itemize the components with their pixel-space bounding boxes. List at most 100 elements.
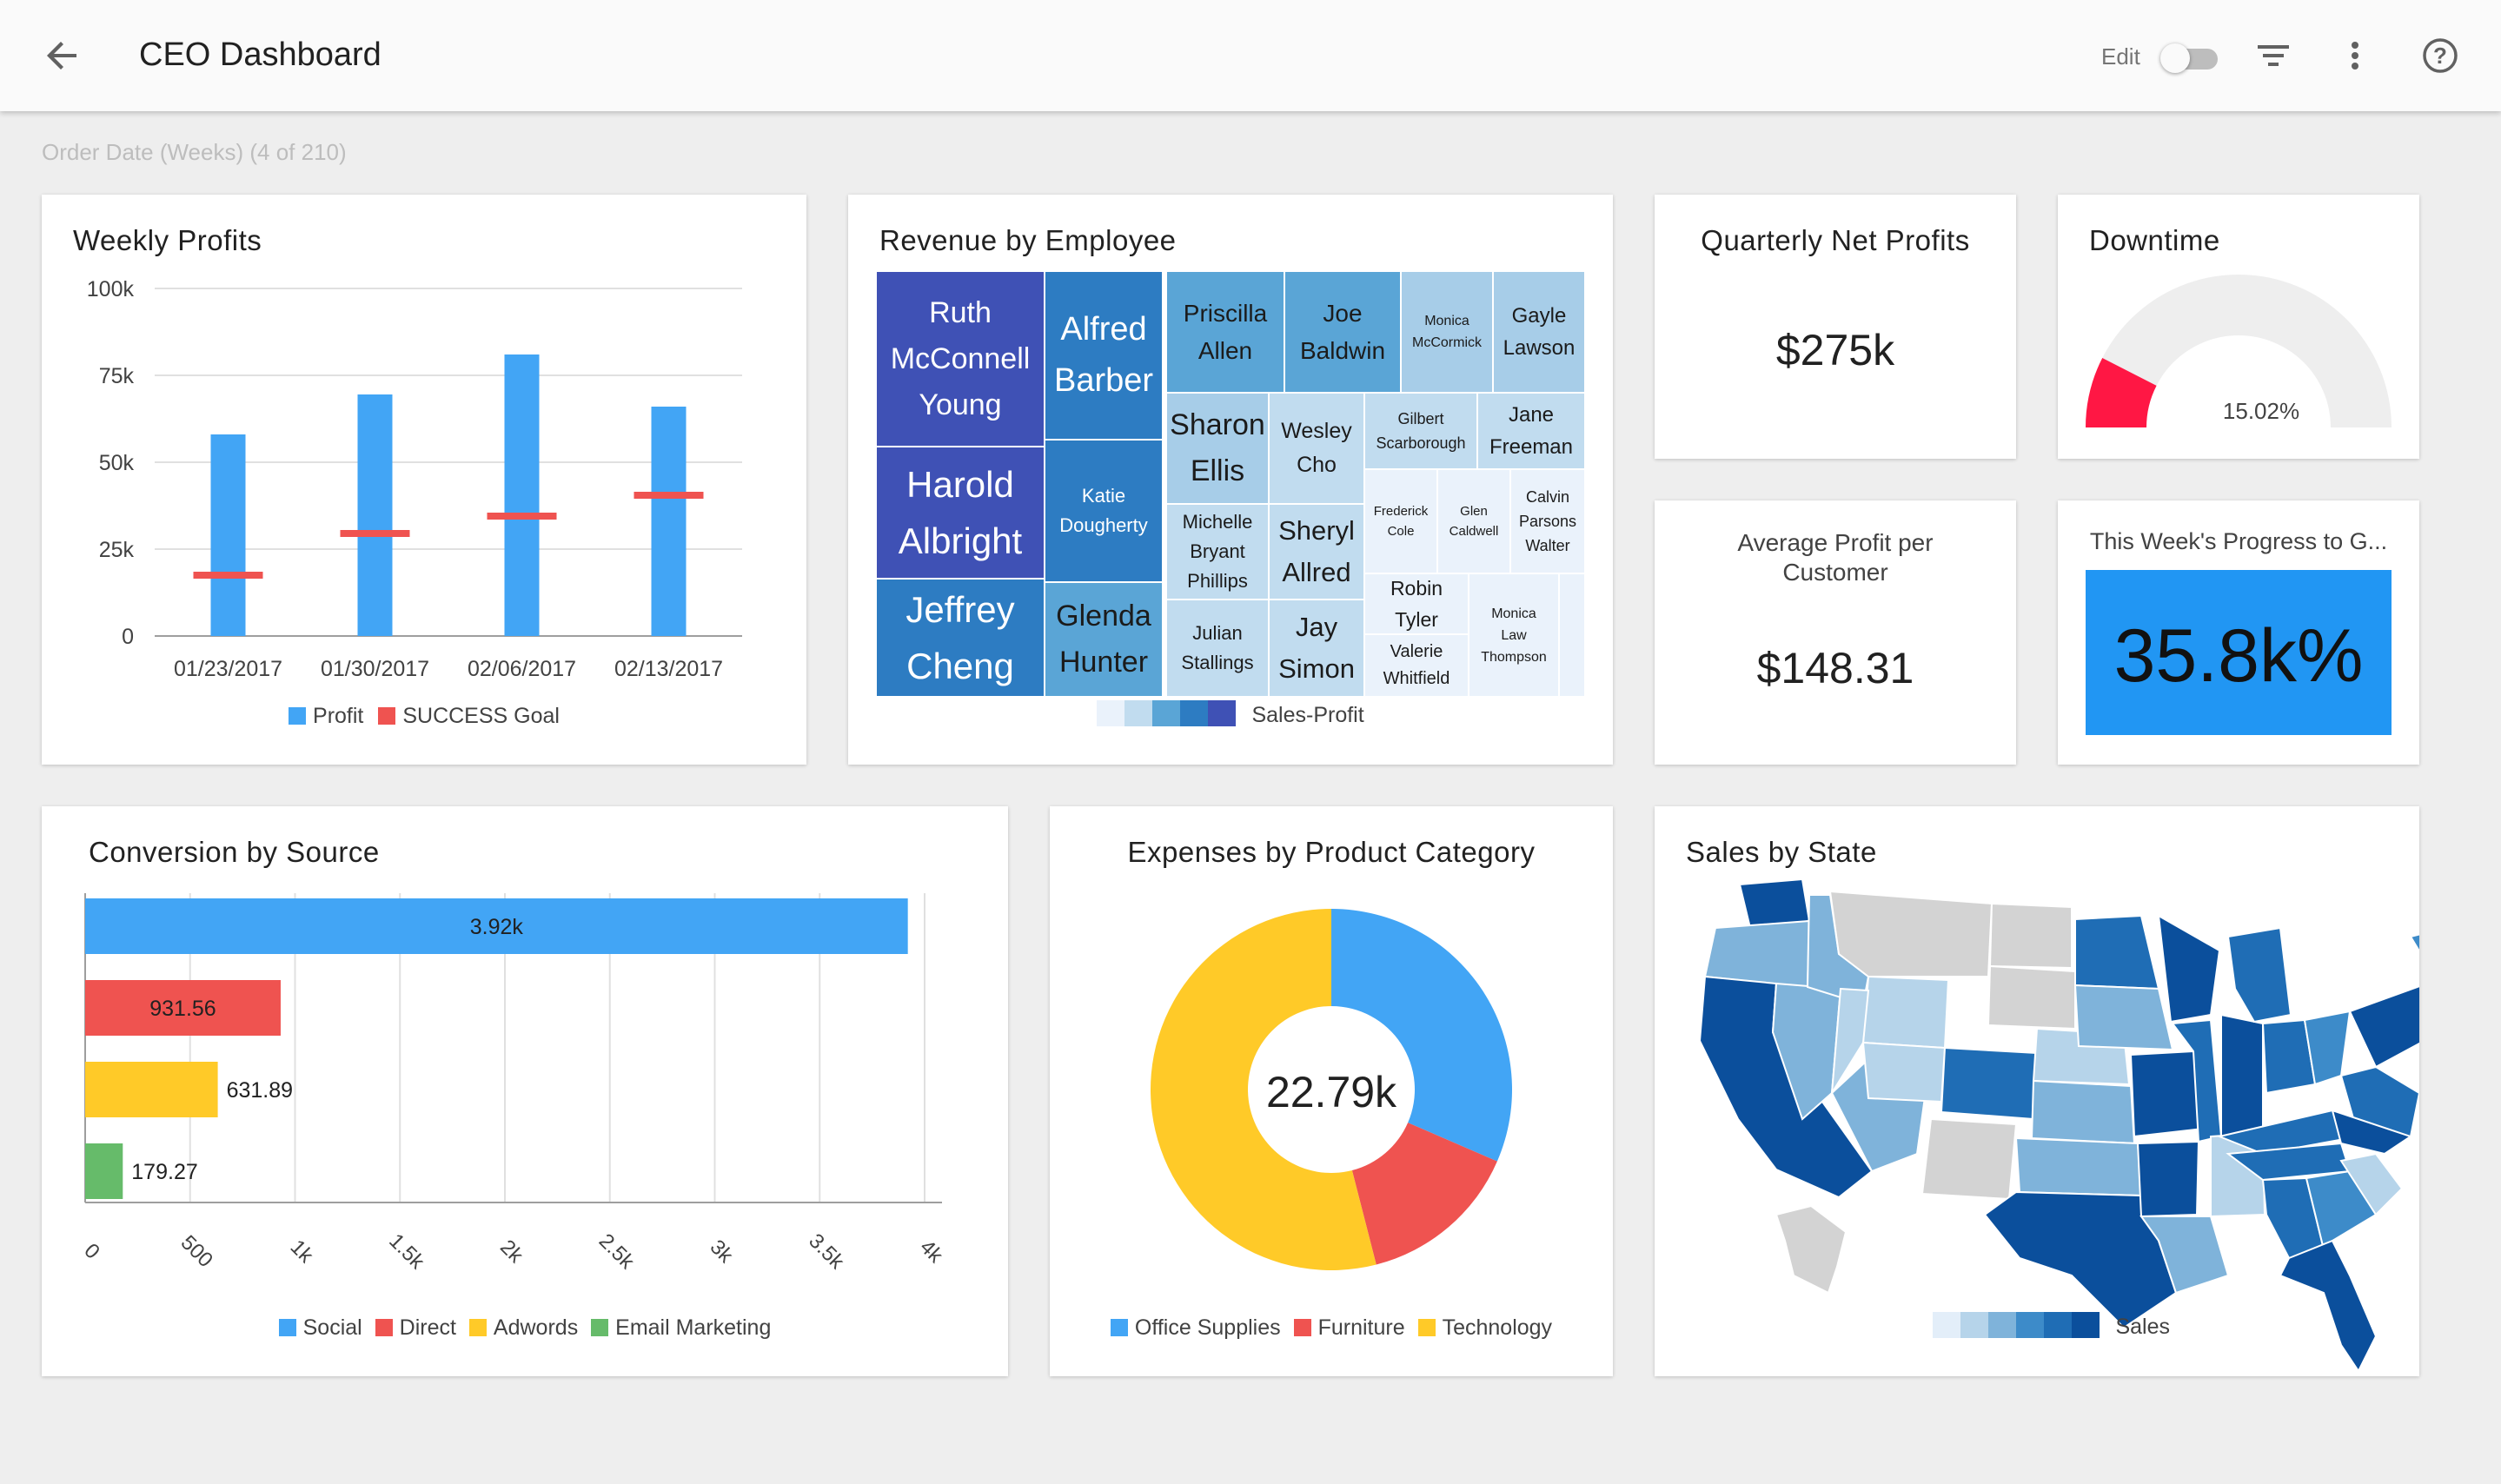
treemap-cell[interactable]: Julian Stallings	[1166, 600, 1269, 697]
y-tick-label: 0	[122, 625, 134, 649]
treemap-legend: Sales-Profit	[1097, 700, 1364, 727]
revenue-by-employee-card[interactable]: Revenue by Employee Ruth McConnell Young Al…	[848, 195, 1613, 765]
treemap-cell[interactable]: Priscilla Allen	[1166, 271, 1284, 393]
svg-text:?: ?	[2433, 43, 2447, 69]
treemap-cell[interactable]: Gilbert Scarborough	[1364, 393, 1477, 469]
weekly-profits-card[interactable]: Weekly Profits 0 25k 50k 75k 100k 01/23/2017 0…	[42, 195, 806, 765]
conversion-chart: 3.92k 931.56 631.89 179.27 0 500 1k 1.5k 2k 2.5k 3…	[79, 893, 948, 1275]
bar-value-label: 3.92k	[470, 915, 524, 939]
treemap-cell[interactable]: Joe Baldwin	[1284, 271, 1401, 393]
legend-scale-swatch	[1152, 700, 1180, 726]
x-tick-label: 01/30/2017	[321, 657, 429, 681]
average-profit-card[interactable]: Average Profit per Customer $148.31	[1655, 500, 2016, 765]
more-vert-icon[interactable]	[2341, 38, 2369, 73]
legend-scale-swatch	[1988, 1312, 2016, 1338]
treemap-chart: Ruth McConnell Young Alfred Barber Priscilla A…	[876, 271, 1585, 697]
app-bar: CEO Dashboard Edit ?	[0, 0, 2501, 111]
state-region	[1828, 890, 1994, 977]
bar-adwords	[85, 1062, 218, 1117]
donut-center-label: 22.79k	[1265, 1068, 1397, 1116]
slice-office-supplies	[1331, 909, 1512, 1162]
treemap-cell[interactable]	[1559, 573, 1585, 697]
profit-bar	[210, 434, 246, 636]
treemap-cell[interactable]: Sheryl Allred	[1269, 504, 1364, 600]
treemap-cell[interactable]: Calvin Parsons Walter	[1510, 469, 1585, 573]
legend-item-goal[interactable]: SUCCESS Goal	[378, 704, 560, 728]
x-tick-label: 3k	[706, 1236, 739, 1269]
treemap-cell[interactable]: Harold Albright	[876, 447, 1045, 579]
chart-legend: Office Supplies Furniture Technology	[1050, 1315, 1613, 1341]
legend-item-direct[interactable]: Direct	[375, 1315, 456, 1340]
x-tick-label: 1k	[286, 1236, 319, 1269]
filter-summary[interactable]: Order Date (Weeks) (4 of 210)	[42, 139, 347, 165]
treemap-cell[interactable]: Wesley Cho	[1269, 393, 1364, 504]
weekly-progress-card[interactable]: This Week's Progress to G... 35.8k%	[2058, 500, 2419, 765]
treemap-cell[interactable]: Monica Law Thompson	[1469, 573, 1559, 697]
treemap-cell[interactable]: Frederick Cole	[1364, 469, 1437, 573]
edit-label: Edit	[2101, 43, 2140, 70]
state-region	[2157, 914, 2221, 1024]
y-tick-label: 100k	[87, 277, 135, 301]
gauge-value-label: 15.02%	[2222, 398, 2300, 424]
state-region	[2348, 985, 2419, 1069]
legend-scale-swatch	[2072, 1312, 2100, 1338]
edit-toggle-switch[interactable]	[2160, 42, 2221, 73]
treemap-cell[interactable]: Gayle Lawson	[1493, 271, 1585, 393]
legend-item-office-supplies[interactable]: Office Supplies	[1110, 1315, 1281, 1340]
quarterly-net-profits-card[interactable]: Quarterly Net Profits $275k	[1655, 195, 2016, 459]
us-states-map[interactable]	[1655, 806, 2419, 1376]
x-tick-label: 2.5k	[594, 1229, 640, 1275]
treemap-cell[interactable]: Monica McCormick	[1401, 271, 1493, 393]
treemap-cell[interactable]: Jay Simon	[1269, 600, 1364, 697]
treemap-cell[interactable]: Valerie Whitfield	[1364, 634, 1469, 697]
map-legend: Sales	[1933, 1312, 2170, 1339]
state-region	[1775, 1204, 1848, 1295]
x-tick-label: 01/23/2017	[174, 657, 282, 681]
card-title: Average Profit per Customer	[1737, 529, 1934, 586]
filter-icon[interactable]	[2256, 38, 2291, 73]
x-tick-label: 02/06/2017	[468, 657, 576, 681]
legend-scale-swatch	[1960, 1312, 1988, 1338]
legend-scale-swatch	[1097, 700, 1124, 726]
legend-item-social[interactable]: Social	[278, 1315, 362, 1340]
bar-value-label: 179.27	[131, 1160, 197, 1184]
treemap-cell[interactable]: Sharon Ellis	[1166, 393, 1269, 504]
treemap-cell[interactable]: Glen Caldwell	[1437, 469, 1510, 573]
kpi-value: $275k	[1775, 326, 1895, 374]
card-title: Conversion by Source	[89, 836, 380, 868]
card-title: Weekly Profits	[73, 224, 262, 256]
expenses-card[interactable]: Expenses by Product Category 22.79k Offi…	[1050, 806, 1613, 1376]
card-title: Revenue by Employee	[879, 224, 1177, 256]
slice-technology	[1151, 909, 1377, 1270]
treemap-cell[interactable]: Jeffrey Cheng	[876, 579, 1045, 697]
help-icon[interactable]: ?	[2421, 36, 2459, 75]
treemap-cell[interactable]: Robin Tyler	[1364, 573, 1469, 634]
legend-item-email[interactable]: Email Marketing	[591, 1315, 771, 1340]
conversion-by-source-card[interactable]: Conversion by Source 3.92k 931.56 631.89 17…	[42, 806, 1008, 1376]
treemap-cell[interactable]: Glenda Hunter	[1045, 582, 1163, 697]
bar-value-label: 631.89	[227, 1078, 293, 1103]
state-region	[1987, 964, 2076, 1030]
legend-item-profit[interactable]: Profit	[289, 704, 363, 728]
state-region	[2409, 933, 2419, 953]
legend-item-technology[interactable]: Technology	[1417, 1315, 1552, 1340]
legend-item-furniture[interactable]: Furniture	[1293, 1315, 1405, 1340]
sales-by-state-card[interactable]: Sales by State	[1655, 806, 2419, 1376]
treemap-cell[interactable]: Michelle Bryant Phillips	[1166, 504, 1269, 600]
chart-legend: Social Direct Adwords Email Marketing	[42, 1315, 1008, 1341]
treemap-cell[interactable]: Alfred Barber	[1045, 271, 1163, 440]
legend-scale-swatch	[1208, 700, 1236, 726]
state-region	[2279, 1239, 2378, 1373]
legend-scale-swatch	[1180, 700, 1208, 726]
legend-item-adwords[interactable]: Adwords	[468, 1315, 578, 1340]
treemap-cell[interactable]: Ruth McConnell Young	[876, 271, 1045, 447]
downtime-card[interactable]: Downtime 15.02%	[2058, 195, 2419, 459]
back-arrow-icon[interactable]	[42, 35, 83, 76]
state-region	[2136, 1140, 2200, 1218]
card-title: Expenses by Product Category	[1127, 836, 1536, 868]
bar-email-marketing	[85, 1143, 123, 1199]
treemap-cell[interactable]: Jane Freeman	[1477, 393, 1585, 469]
treemap-cell[interactable]: Katie Dougherty	[1045, 440, 1163, 582]
state-region	[2220, 1013, 2264, 1138]
legend-scale-swatch	[2044, 1312, 2072, 1338]
